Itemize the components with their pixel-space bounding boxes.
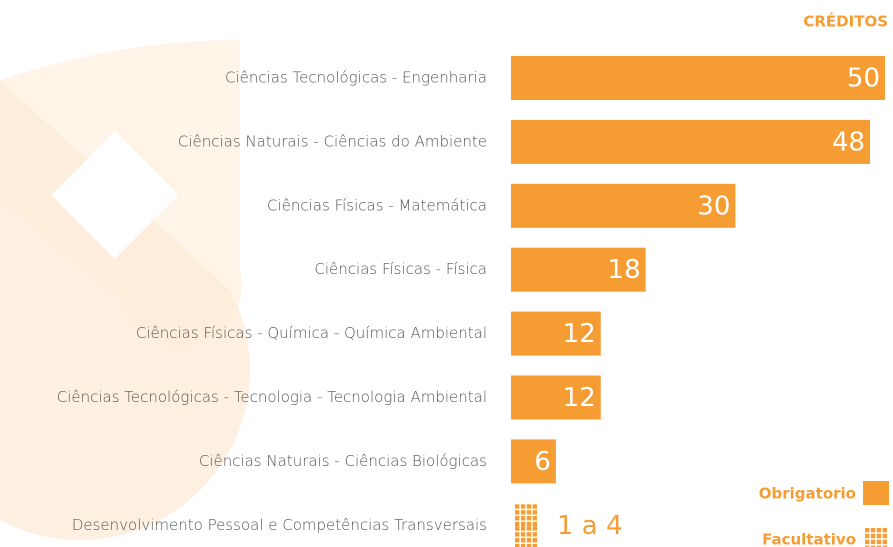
grid-icon bbox=[521, 538, 525, 542]
legend-swatch bbox=[883, 534, 887, 538]
value-label: 12 bbox=[563, 383, 596, 413]
grid-icon bbox=[521, 526, 525, 530]
category-label: Desenvolvimento Pessoal e Competências T… bbox=[72, 516, 487, 534]
grid-icon bbox=[533, 532, 537, 536]
grid-icon bbox=[521, 504, 525, 508]
grid-icon bbox=[521, 522, 525, 526]
grid-icon bbox=[527, 526, 531, 530]
category-label: Ciências Tecnológicas - Engenharia bbox=[225, 69, 487, 87]
grid-icon bbox=[521, 516, 525, 520]
grid-icon bbox=[533, 516, 537, 520]
legend-swatch bbox=[877, 528, 881, 532]
legend-swatch bbox=[871, 534, 875, 538]
legend-swatch bbox=[863, 481, 889, 505]
grid-icon bbox=[533, 526, 537, 530]
grid-icon bbox=[527, 504, 531, 508]
grid-icon bbox=[521, 510, 525, 514]
legend-swatch bbox=[883, 540, 887, 544]
grid-icon bbox=[515, 532, 519, 536]
value-label: 30 bbox=[697, 191, 730, 221]
grid-icon bbox=[521, 532, 525, 536]
legend-swatch bbox=[883, 528, 887, 532]
grid-icon bbox=[515, 522, 519, 526]
legend-swatch bbox=[871, 528, 875, 532]
grid-icon bbox=[527, 538, 531, 542]
category-label: Ciências Naturais - Ciências do Ambiente bbox=[178, 132, 487, 150]
grid-icon bbox=[533, 504, 537, 508]
grid-icon bbox=[533, 538, 537, 542]
value-label: 18 bbox=[608, 255, 641, 285]
value-label: 48 bbox=[832, 127, 865, 157]
category-label: Ciências Tecnológicas - Tecnologia - Tec… bbox=[57, 388, 487, 406]
bar bbox=[511, 120, 870, 164]
legend-label: Obrigatorio bbox=[759, 485, 856, 503]
page: CRÉDITOS Ciências Tecnológicas - Engenha… bbox=[0, 0, 893, 547]
range-label: 1 a 4 bbox=[557, 511, 623, 541]
category-label: Ciências Naturais - Ciências Biológicas bbox=[199, 452, 487, 470]
value-label: 12 bbox=[563, 319, 596, 349]
legend-swatch bbox=[865, 528, 869, 532]
legend-swatch bbox=[877, 534, 881, 538]
legend-swatch bbox=[871, 540, 875, 544]
grid-icon bbox=[515, 516, 519, 520]
bar bbox=[511, 56, 885, 100]
legend-swatch bbox=[865, 540, 869, 544]
grid-icon bbox=[527, 532, 531, 536]
category-label: Ciências Físicas - Física bbox=[314, 260, 487, 278]
legend-label: Facultativo bbox=[762, 531, 856, 547]
category-label: Ciências Físicas - Matemática bbox=[267, 196, 487, 214]
grid-icon bbox=[527, 522, 531, 526]
value-label: 6 bbox=[534, 447, 551, 477]
header: CRÉDITOS bbox=[803, 12, 888, 31]
grid-icon bbox=[515, 510, 519, 514]
grid-icon bbox=[533, 510, 537, 514]
grid-icon bbox=[515, 526, 519, 530]
grid-icon bbox=[527, 510, 531, 514]
grid-icon bbox=[515, 504, 519, 508]
grid-icon bbox=[527, 516, 531, 520]
grid-icon bbox=[515, 538, 519, 542]
grid-icon bbox=[533, 522, 537, 526]
category-label: Ciências Físicas - Química - Química Amb… bbox=[136, 324, 487, 342]
chart: CRÉDITOS Ciências Tecnológicas - Engenha… bbox=[0, 0, 893, 547]
legend-swatch bbox=[877, 540, 881, 544]
legend-swatch bbox=[865, 534, 869, 538]
value-label: 50 bbox=[847, 64, 880, 94]
